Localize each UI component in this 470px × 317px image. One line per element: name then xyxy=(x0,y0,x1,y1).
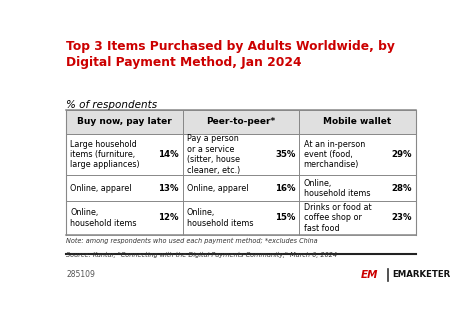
Text: % of respondents: % of respondents xyxy=(66,100,157,110)
Text: At an in-person
event (food,
merchandise): At an in-person event (food, merchandise… xyxy=(304,139,365,169)
Bar xyxy=(66,201,182,235)
Text: 285109: 285109 xyxy=(66,270,95,279)
Text: Online, apparel: Online, apparel xyxy=(70,184,132,193)
Bar xyxy=(299,134,415,175)
Text: Buy now, pay later: Buy now, pay later xyxy=(77,117,172,126)
Bar xyxy=(66,110,182,134)
Bar xyxy=(66,134,182,175)
Text: EM: EM xyxy=(361,270,378,280)
Text: Source: Kantar, "Connecting with the Digital Payments Community," March 6, 2024: Source: Kantar, "Connecting with the Dig… xyxy=(66,252,337,258)
Text: Large household
items (furniture,
large appliances): Large household items (furniture, large … xyxy=(70,139,140,169)
Text: Online,
household items: Online, household items xyxy=(304,178,370,198)
Text: Drinks or food at
coffee shop or
fast food: Drinks or food at coffee shop or fast fo… xyxy=(304,203,371,233)
Text: Pay a person
or a service
(sitter, house
cleaner, etc.): Pay a person or a service (sitter, house… xyxy=(187,134,240,175)
Text: Peer-to-peer*: Peer-to-peer* xyxy=(206,117,275,126)
Text: 35%: 35% xyxy=(275,150,296,159)
Text: Note: among respondents who used each payment method; *excludes China: Note: among respondents who used each pa… xyxy=(66,238,318,244)
Text: 29%: 29% xyxy=(392,150,412,159)
Text: Online, apparel: Online, apparel xyxy=(187,184,249,193)
Bar xyxy=(299,110,415,134)
Text: 12%: 12% xyxy=(158,213,179,223)
Bar xyxy=(183,110,299,134)
Bar xyxy=(183,175,299,201)
Text: 15%: 15% xyxy=(275,213,296,223)
Text: Online,
household items: Online, household items xyxy=(187,208,253,228)
Text: 14%: 14% xyxy=(158,150,179,159)
Bar xyxy=(183,201,299,235)
Bar xyxy=(183,134,299,175)
Text: EMARKETER: EMARKETER xyxy=(392,270,450,279)
Text: Online,
household items: Online, household items xyxy=(70,208,137,228)
Text: 28%: 28% xyxy=(392,184,412,193)
Bar xyxy=(299,201,415,235)
Text: 16%: 16% xyxy=(275,184,296,193)
Bar xyxy=(299,175,415,201)
Text: 13%: 13% xyxy=(158,184,179,193)
Text: 23%: 23% xyxy=(392,213,412,223)
Text: Mobile wallet: Mobile wallet xyxy=(323,117,392,126)
Text: Top 3 Items Purchased by Adults Worldwide, by
Digital Payment Method, Jan 2024: Top 3 Items Purchased by Adults Worldwid… xyxy=(66,41,395,69)
Bar xyxy=(66,175,182,201)
